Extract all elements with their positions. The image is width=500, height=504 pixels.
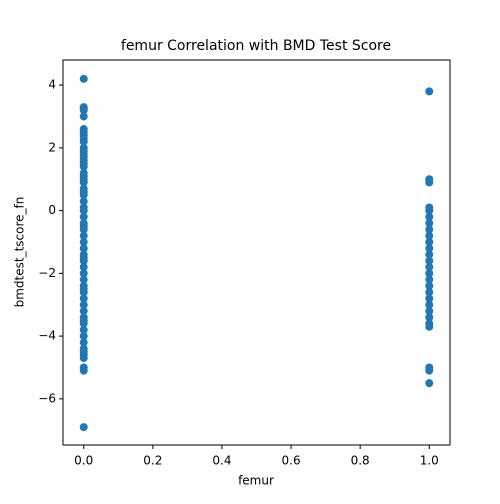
point bbox=[79, 190, 88, 199]
y-tick-label: −2 bbox=[38, 266, 56, 280]
x-axis-label: femur bbox=[238, 474, 274, 488]
point bbox=[79, 294, 88, 303]
point bbox=[79, 338, 88, 347]
point bbox=[79, 300, 88, 309]
point bbox=[425, 366, 434, 375]
point bbox=[79, 307, 88, 316]
x-tick-label: 0.4 bbox=[212, 454, 231, 468]
point bbox=[79, 319, 88, 328]
point bbox=[425, 178, 434, 187]
point bbox=[79, 269, 88, 278]
y-tick-label: 4 bbox=[48, 78, 56, 92]
x-tick-label: 0.6 bbox=[282, 454, 301, 468]
point bbox=[425, 256, 434, 265]
x-tick-label: 0.2 bbox=[143, 454, 162, 468]
point bbox=[79, 275, 88, 284]
point bbox=[425, 206, 434, 215]
chart-title: femur Correlation with BMD Test Score bbox=[121, 38, 391, 54]
point bbox=[425, 219, 434, 228]
point bbox=[425, 313, 434, 322]
y-axis-label: bmdtest_tscore_fn bbox=[13, 197, 27, 308]
point bbox=[425, 263, 434, 272]
point bbox=[79, 112, 88, 121]
point bbox=[79, 288, 88, 297]
point bbox=[79, 366, 88, 375]
point bbox=[79, 332, 88, 341]
point bbox=[425, 379, 434, 388]
point bbox=[79, 178, 88, 187]
point bbox=[79, 106, 88, 115]
x-tick-label: 0.8 bbox=[351, 454, 370, 468]
y-tick-label: −4 bbox=[38, 329, 56, 343]
point bbox=[425, 288, 434, 297]
point bbox=[425, 307, 434, 316]
point bbox=[79, 162, 88, 171]
point bbox=[79, 137, 88, 146]
point bbox=[425, 225, 434, 234]
point bbox=[79, 423, 88, 432]
point bbox=[425, 231, 434, 240]
point bbox=[79, 237, 88, 246]
y-tick-label: 0 bbox=[48, 203, 56, 217]
point bbox=[79, 354, 88, 363]
point bbox=[425, 275, 434, 284]
x-tick-label: 0.0 bbox=[74, 454, 93, 468]
point bbox=[79, 197, 88, 206]
point bbox=[79, 347, 88, 356]
point bbox=[425, 250, 434, 259]
point bbox=[425, 244, 434, 253]
point bbox=[425, 212, 434, 221]
point bbox=[79, 244, 88, 253]
y-tick-label: −6 bbox=[38, 391, 56, 405]
point bbox=[425, 294, 434, 303]
point bbox=[79, 212, 88, 221]
point bbox=[79, 231, 88, 240]
point bbox=[425, 300, 434, 309]
point bbox=[79, 263, 88, 272]
point bbox=[79, 74, 88, 83]
point bbox=[79, 256, 88, 265]
point bbox=[79, 325, 88, 334]
point bbox=[425, 87, 434, 96]
point bbox=[79, 225, 88, 234]
point bbox=[425, 269, 434, 278]
y-tick-label: 2 bbox=[48, 140, 56, 154]
point bbox=[425, 237, 434, 246]
axes-frame bbox=[62, 59, 451, 446]
point bbox=[425, 322, 434, 331]
x-tick-label: 1.0 bbox=[420, 454, 439, 468]
point bbox=[425, 281, 434, 290]
point bbox=[79, 206, 88, 215]
